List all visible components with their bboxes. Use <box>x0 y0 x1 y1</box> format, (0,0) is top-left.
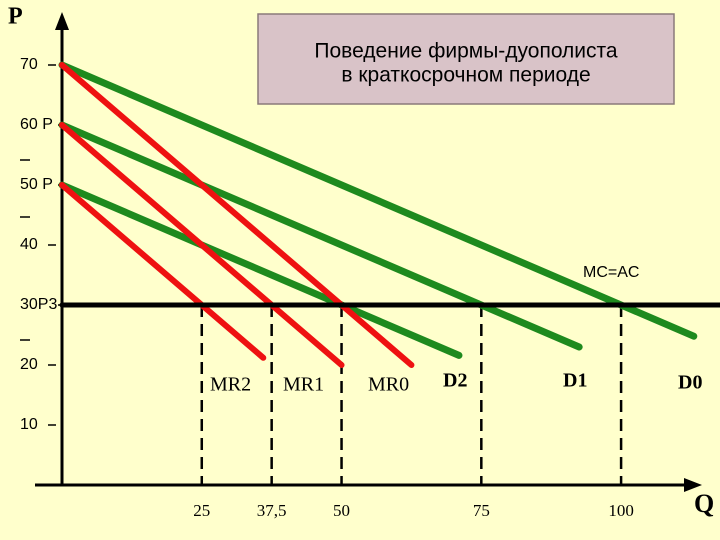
x-tick-label: 37,5 <box>257 501 287 520</box>
y-tick-label: 20 <box>20 356 38 373</box>
x-axis-label: Q <box>694 489 714 518</box>
y-arrow <box>55 12 69 30</box>
title-box <box>257 13 675 105</box>
series-line <box>58 181 463 359</box>
series-label: MR0 <box>368 374 409 396</box>
chart-title: Поведение фирмы-дуополиста <box>314 40 618 63</box>
series-line <box>59 62 415 368</box>
series-label: MC=AC <box>583 264 639 281</box>
series-line <box>58 121 583 351</box>
series-label: D1 <box>563 370 587 392</box>
y-tick-label: 70 <box>20 56 38 73</box>
x-tick-label: 50 <box>333 501 350 520</box>
series-line <box>58 61 698 340</box>
x-arrow <box>684 478 702 492</box>
series-label: MR2 <box>210 374 251 396</box>
y-tick-label: 50 P <box>20 176 53 193</box>
y-tick-label: 60 P <box>20 116 53 133</box>
series-label: MR1 <box>283 374 324 396</box>
series-label: D2 <box>443 370 467 392</box>
x-tick-label: 75 <box>473 501 490 520</box>
series-line <box>59 122 345 368</box>
series-line <box>59 182 267 361</box>
y-tick-label: 30P3 <box>20 296 57 313</box>
x-tick-label: 100 <box>608 501 634 520</box>
series-label: D0 <box>678 372 702 394</box>
x-tick-label: 25 <box>193 501 210 520</box>
chart-title: в краткосрочном периоде <box>341 64 590 87</box>
y-tick-label: 40 <box>20 236 38 253</box>
y-axis-label: P <box>8 4 23 30</box>
y-tick-label: 10 <box>20 416 38 433</box>
